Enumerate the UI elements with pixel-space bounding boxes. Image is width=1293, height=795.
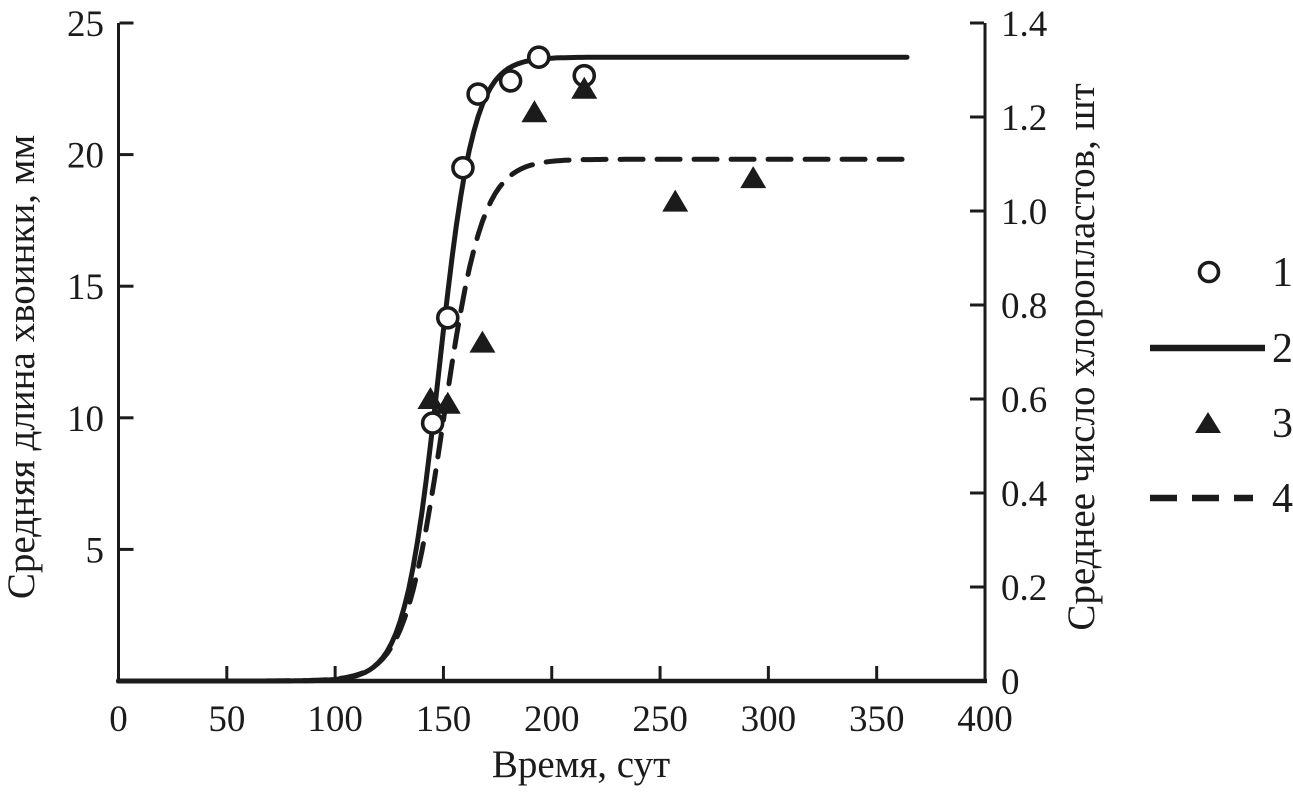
x-tick-label: 100 [307, 699, 363, 740]
x-axis-title: Время, сут [492, 743, 670, 786]
series-1-point-circle-5 [526, 45, 551, 70]
series-3-point-triangle-5 [662, 189, 689, 212]
series-1-point-circle-0 [420, 411, 445, 435]
y-right-tick-label: 1.4 [1001, 4, 1047, 45]
series-1-point-circle-4 [498, 69, 523, 93]
x-tick-label: 50 [208, 699, 245, 740]
legend-label: 3 [1272, 401, 1293, 447]
y-right-tick-label: 0 [1001, 662, 1020, 703]
y-axis-right-title: Среднее число хлоропластов, шт [1060, 83, 1103, 630]
legend-label: 2 [1272, 326, 1293, 372]
series-3-point-triangle-3 [521, 100, 548, 123]
series-3-point-triangle-2 [469, 330, 496, 353]
legend-filled-triangle-marker [1195, 412, 1221, 433]
x-tick-label: 300 [741, 699, 797, 740]
y-right-tick-label: 1.2 [1001, 98, 1047, 139]
series-4-curve-dashed [116, 156, 910, 684]
y-right-tick-label: 1.0 [1001, 192, 1047, 233]
legend-label: 1 [1272, 250, 1293, 296]
x-tick-label: 200 [524, 699, 580, 740]
x-tick-label: 350 [849, 699, 905, 740]
series-1-point-circle-2 [451, 155, 475, 180]
x-tick-label: 150 [416, 699, 472, 740]
y-right-tick-label: 0.2 [1001, 568, 1047, 609]
y-left-tick-label: 20 [67, 136, 104, 177]
y-axis-left-title: Средняя длина хвоинки, мм [0, 135, 43, 599]
y-left-tick-label: 10 [67, 399, 104, 440]
y-right-tick-label: 0.8 [1001, 286, 1047, 327]
y-left-tick-label: 15 [67, 267, 104, 308]
x-tick-label: 250 [632, 699, 688, 740]
series-3-point-triangle-4 [571, 76, 598, 99]
series-2-curve-solid [116, 54, 910, 684]
series-1-point-circle-1 [435, 305, 460, 330]
x-tick-label: 400 [957, 699, 1013, 740]
series-1-point-circle-3 [466, 82, 490, 106]
x-tick-label: 0 [109, 699, 128, 740]
legend-open-circle-marker [1197, 260, 1221, 284]
y-left-tick-label: 5 [86, 530, 105, 571]
series-3-point-triangle-1 [434, 391, 461, 414]
series-3-point-triangle-6 [740, 166, 767, 189]
legend-label: 4 [1272, 476, 1293, 522]
y-right-tick-label: 0.4 [1001, 474, 1047, 515]
y-left-tick-label: 25 [67, 4, 104, 45]
series-3-point-triangle-0 [417, 387, 444, 409]
y-right-tick-label: 0.6 [1001, 380, 1047, 421]
